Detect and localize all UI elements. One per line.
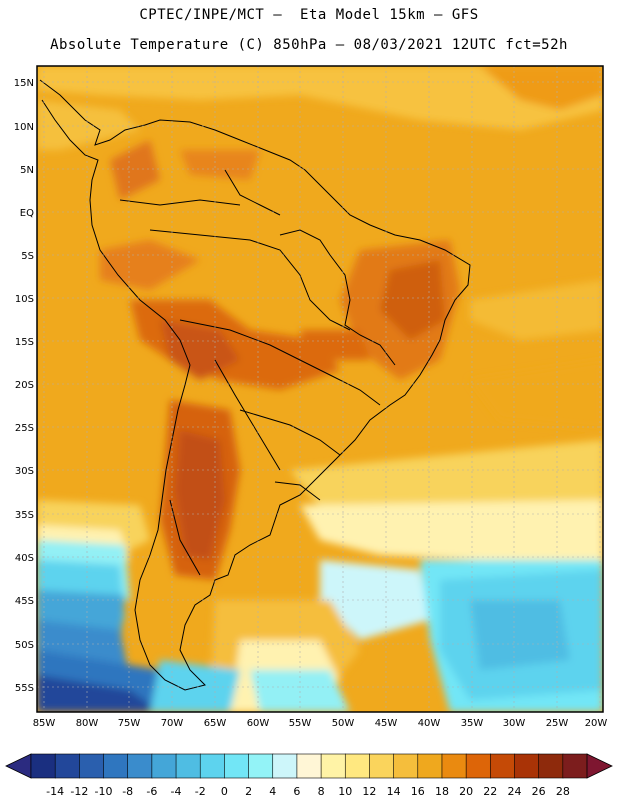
latitude-labels: 15N 10N 5N EQ 5S 10S 15S 20S 25S 30S 35S…	[14, 78, 34, 694]
colorbar-cell	[248, 753, 274, 779]
map-frame	[36, 65, 604, 713]
map-title-line1: CPTEC/INPE/MCT – Eta Model 15km – GFS	[139, 7, 479, 23]
colorbar-cell	[320, 753, 346, 779]
lon-label: 75W	[118, 718, 141, 729]
colorbar-label: 26	[532, 785, 546, 798]
map-title-line2: Absolute Temperature (C) 850hPa – 08/03/…	[50, 37, 568, 53]
lon-label: 65W	[204, 718, 227, 729]
colorbar-label: -4	[171, 785, 182, 798]
lon-label: 40W	[418, 718, 441, 729]
graticule	[37, 66, 603, 712]
colorbar-labels: -14 -12 -10 -8 -6 -4 -2 0 2 4 6 8 10 12 14 16 18 20 22 24 26…	[46, 785, 570, 798]
colorbar-high-arrow	[586, 753, 613, 779]
lat-label: 10S	[15, 294, 34, 305]
colorbar-label: -8	[122, 785, 133, 798]
colorbar-cell	[393, 753, 419, 779]
coastlines	[39, 79, 471, 691]
colorbar-label: 22	[483, 785, 497, 798]
colorbar-cell	[441, 753, 467, 779]
lat-label: 5S	[21, 251, 34, 262]
colorbar-label: 2	[245, 785, 252, 798]
lon-label: 25W	[546, 718, 569, 729]
lon-label: 85W	[33, 718, 56, 729]
colorbar-cell	[417, 753, 443, 779]
lon-label: 50W	[332, 718, 355, 729]
colorbar-label: 24	[507, 785, 521, 798]
colorbar-cell	[489, 753, 516, 779]
colorbar-label: 18	[435, 785, 449, 798]
colorbar-label: -10	[95, 785, 113, 798]
lon-label: 35W	[461, 718, 484, 729]
temperature-field	[37, 66, 603, 712]
colorbar-label: 6	[293, 785, 300, 798]
colorbar-label: 10	[338, 785, 352, 798]
lon-label: 70W	[161, 718, 184, 729]
colorbar-cell	[79, 753, 105, 779]
lat-label: 50S	[15, 640, 34, 651]
colorbar-cell	[272, 753, 298, 779]
colorbar-label: 8	[318, 785, 325, 798]
colorbar-cell	[538, 753, 564, 779]
colorbar-cell	[127, 753, 153, 779]
lat-label: 40S	[15, 553, 34, 564]
colorbar-label: 14	[387, 785, 401, 798]
colorbar-cell	[296, 753, 322, 779]
colorbar-cell	[514, 753, 540, 779]
colorbar-cell	[151, 753, 177, 779]
colorbar: -14 -12 -10 -8 -6 -4 -2 0 2 4 6 8 10 12 14 16 18 20 22 24 26…	[5, 753, 613, 798]
lat-label: 5N	[20, 165, 34, 176]
lat-label: 35S	[15, 510, 34, 521]
lat-label: 15N	[14, 78, 34, 89]
colorbar-label: 0	[221, 785, 228, 798]
lon-label: 80W	[76, 718, 99, 729]
colorbar-label: 28	[556, 785, 570, 798]
colorbar-cell	[369, 753, 395, 779]
lon-label: 45W	[375, 718, 398, 729]
colorbar-label: 16	[411, 785, 425, 798]
colorbar-cell	[199, 753, 225, 779]
longitude-labels: 85W 80W 75W 70W 65W 60W 55W 50W 45W 40W …	[33, 718, 608, 729]
colorbar-label: -14	[46, 785, 64, 798]
lon-label: 30W	[503, 718, 526, 729]
lat-label: 25S	[15, 423, 34, 434]
colorbar-cell	[54, 753, 80, 779]
lon-label: 60W	[247, 718, 270, 729]
lon-label: 20W	[585, 718, 608, 729]
colorbar-label: -6	[146, 785, 157, 798]
colorbar-low-arrow	[5, 753, 32, 779]
lat-label: 15S	[15, 337, 34, 348]
lat-label: 55S	[15, 683, 34, 694]
lat-label: 30S	[15, 466, 34, 477]
colorbar-label: -12	[70, 785, 88, 798]
colorbar-cell	[175, 753, 201, 779]
colorbar-cell	[465, 753, 491, 779]
lon-label: 55W	[289, 718, 312, 729]
colorbar-cell	[344, 753, 371, 779]
lat-label: EQ	[20, 208, 34, 219]
colorbar-cell	[562, 753, 588, 779]
lat-label: 45S	[15, 596, 34, 607]
colorbar-label: 4	[269, 785, 276, 798]
colorbar-cell	[224, 753, 250, 779]
colorbar-cells	[30, 753, 588, 779]
colorbar-cell	[103, 753, 129, 779]
lat-label: 20S	[15, 380, 34, 391]
colorbar-label: -2	[195, 785, 206, 798]
lat-label: 10N	[14, 122, 34, 133]
colorbar-label: 20	[459, 785, 473, 798]
colorbar-cell	[30, 753, 56, 779]
colorbar-label: 12	[362, 785, 376, 798]
